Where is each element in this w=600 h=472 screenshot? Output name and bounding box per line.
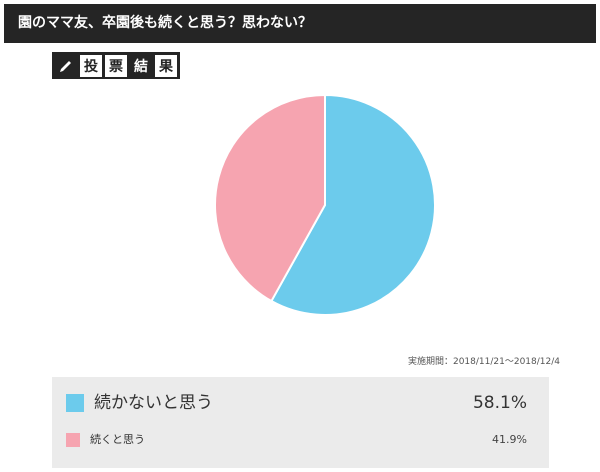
pie-slice-1 — [270, 93, 436, 316]
vote-result-badge: 投 票 結 果 — [52, 52, 180, 79]
legend-swatch-blue — [66, 394, 84, 412]
badge-char: 投 — [80, 54, 102, 77]
result-row-dont-continue: 続かないと思う 58.1% — [52, 389, 549, 417]
survey-period: 実施期間：2018/11/21～2018/12/4 — [407, 357, 560, 367]
badge-char: 結 — [130, 54, 152, 77]
pencil-icon — [55, 55, 77, 77]
page-title: 園のママ友、卒園後も続くと思う？思わない？ — [4, 4, 596, 43]
result-row-continue: 続くと思う 41.9% — [52, 429, 549, 451]
legend-swatch-pink — [66, 433, 80, 447]
data-label: 41.9% — [492, 433, 527, 446]
pie-slice-2 — [214, 93, 326, 303]
badge-char: 票 — [105, 54, 127, 77]
results-panel: 続かないと思う 58.1% 続くと思う 41.9% — [52, 377, 549, 468]
data-label: 58.1% — [472, 393, 527, 413]
legend-label: 続くと思う — [90, 433, 145, 446]
legend-label: 続かないと思う — [94, 393, 213, 413]
badge-char: 果 — [155, 54, 177, 77]
pie-chart — [214, 93, 436, 316]
